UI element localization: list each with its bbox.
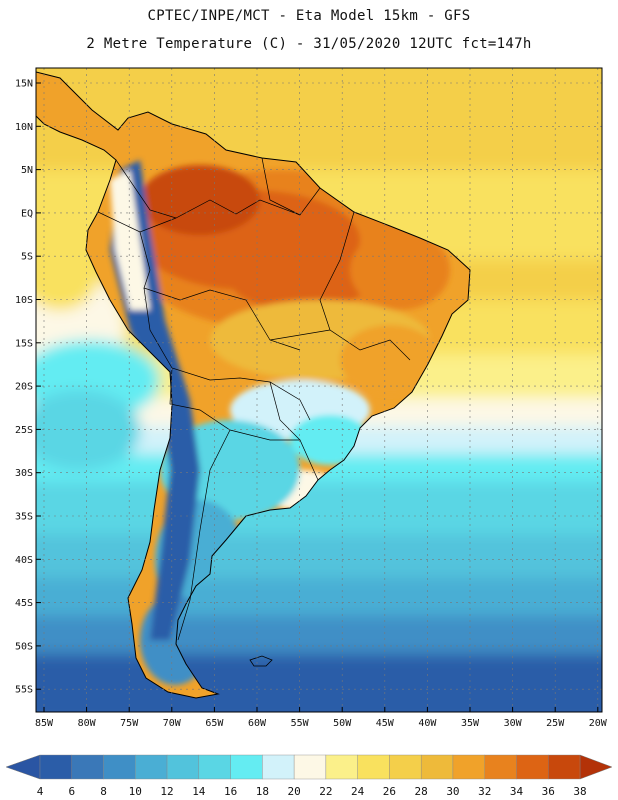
lat-label: 25S: [15, 425, 33, 436]
colorbar-swatch: [325, 754, 358, 780]
lat-label: 15S: [15, 338, 33, 349]
falkland-islands: [249, 655, 273, 667]
colorbar-label: 12: [160, 785, 173, 798]
colorbar-swatch: [484, 754, 517, 780]
map-title: CPTEC/INPE/MCT - Eta Model 15km - GFS: [147, 8, 471, 24]
colorbar-label: 30: [446, 785, 459, 798]
colorbar-label: 4: [37, 785, 44, 798]
country-borders: [97, 157, 411, 641]
colorbar-label: 16: [224, 785, 237, 798]
lat-label: 5S: [21, 252, 33, 263]
colorbar-label: 34: [510, 785, 524, 798]
lon-label: 30W: [504, 718, 523, 729]
colorbar-label: 6: [68, 785, 75, 798]
map-subtitle: 2 Metre Temperature (C) - 31/05/2020 12U…: [86, 36, 532, 52]
lon-label: 20W: [589, 718, 608, 729]
colorbar-swatch: [135, 754, 168, 780]
lat-label: EQ: [21, 208, 33, 219]
colorbar-label: 36: [542, 785, 555, 798]
colorbar-label: 24: [351, 785, 365, 798]
lon-label: 60W: [248, 718, 267, 729]
colorbar-label: 8: [100, 785, 107, 798]
lat-label: 50S: [15, 641, 33, 652]
lon-label: 45W: [376, 718, 395, 729]
lat-lon-grid: [36, 68, 602, 712]
colorbar-label: 14: [192, 785, 206, 798]
colorbar-label: 32: [478, 785, 491, 798]
colorbar-label: 10: [129, 785, 142, 798]
colorbar-swatch: [71, 754, 104, 780]
colorbar-label: 18: [256, 785, 269, 798]
lon-label: 70W: [163, 718, 182, 729]
lat-label: 10N: [15, 122, 33, 133]
lon-label: 35W: [461, 718, 480, 729]
lon-label: 40W: [418, 718, 437, 729]
colorbar-label: 28: [415, 785, 428, 798]
temperature-field: [36, 68, 602, 712]
lon-label: 50W: [333, 718, 352, 729]
colorbar-swatch: [389, 754, 422, 780]
colorbar-under-arrow: [5, 754, 41, 780]
colorbar-label: 38: [573, 785, 586, 798]
colorbar-over-arrow: [579, 754, 613, 780]
colorbar-swatch: [548, 754, 581, 780]
map-frame: [35, 67, 603, 713]
lon-label: 55W: [291, 718, 310, 729]
lon-label: 75W: [120, 718, 139, 729]
coastline: [36, 71, 471, 699]
lat-label: 35S: [15, 512, 33, 523]
colorbar-label: 20: [287, 785, 300, 798]
lat-label: 10S: [15, 295, 33, 306]
colorbar-swatch: [262, 754, 295, 780]
lon-label: 85W: [35, 718, 54, 729]
colorbar-swatch: [103, 754, 136, 780]
colorbar-swatch: [452, 754, 485, 780]
lon-label: 65W: [205, 718, 224, 729]
colorbar-swatch: [166, 754, 200, 780]
lat-label: 15N: [15, 79, 33, 90]
colorbar-label: 26: [383, 785, 396, 798]
colorbar-swatch: [39, 754, 72, 780]
lon-label: 25W: [546, 718, 565, 729]
lat-label: 40S: [15, 555, 33, 566]
lat-label: 30S: [15, 468, 33, 479]
colorbar-swatch: [293, 754, 327, 780]
lat-label: 20S: [15, 382, 33, 393]
colorbar-swatch: [198, 754, 231, 780]
colorbar-swatch: [420, 754, 454, 780]
colorbar: 4 6 8 10 12 14 16 18 20 22 24 26 28 30 32 34 36 38: [5, 754, 613, 798]
lat-label: 55S: [15, 685, 33, 696]
lon-label: 80W: [78, 718, 97, 729]
colorbar-swatch: [230, 754, 263, 780]
colorbar-swatch: [357, 754, 390, 780]
lat-label: 5N: [21, 165, 33, 176]
colorbar-swatch: [516, 754, 549, 780]
colorbar-label: 22: [319, 785, 332, 798]
lat-label: 45S: [15, 598, 33, 609]
